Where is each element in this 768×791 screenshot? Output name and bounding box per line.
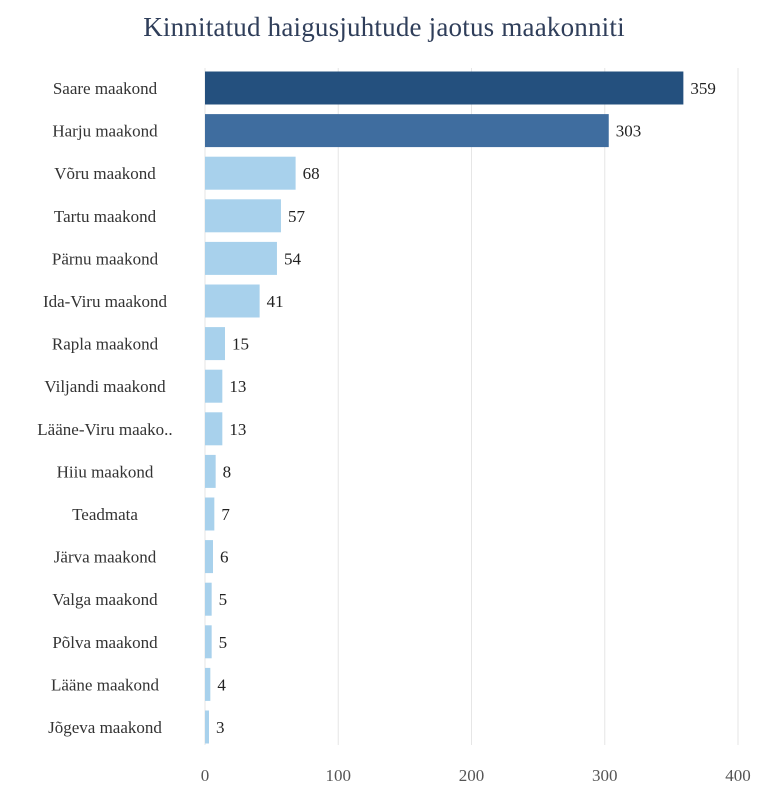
value-label: 6	[220, 548, 229, 567]
category-label: Võru maakond	[54, 164, 156, 183]
value-label: 13	[229, 377, 246, 396]
bar[interactable]	[205, 497, 215, 531]
bar[interactable]	[205, 540, 213, 574]
bar[interactable]	[205, 667, 211, 701]
bar[interactable]	[205, 454, 216, 488]
value-label: 4	[217, 675, 226, 694]
category-label: Lääne-Viru maako..	[37, 420, 172, 439]
x-tick-label: 0	[201, 766, 210, 785]
category-label: Lääne maakond	[51, 675, 160, 694]
bar[interactable]	[205, 241, 277, 275]
bar[interactable]	[205, 199, 281, 233]
bar[interactable]	[205, 369, 223, 403]
category-label: Põlva maakond	[52, 633, 158, 652]
bar[interactable]	[205, 71, 684, 105]
x-tick-label: 400	[725, 766, 751, 785]
bar[interactable]	[205, 156, 296, 190]
category-label: Jõgeva maakond	[48, 718, 162, 737]
category-label: Viljandi maakond	[44, 377, 166, 396]
bar[interactable]	[205, 114, 609, 148]
value-label: 41	[267, 292, 284, 311]
value-label: 303	[616, 122, 642, 141]
category-label: Hiiu maakond	[57, 462, 154, 481]
x-tick-label: 100	[326, 766, 352, 785]
category-label: Tartu maakond	[54, 207, 157, 226]
bar[interactable]	[205, 327, 225, 361]
value-label: 3	[216, 718, 225, 737]
bar[interactable]	[205, 625, 212, 659]
category-label: Valga maakond	[52, 590, 158, 609]
value-label: 54	[284, 249, 302, 268]
bar[interactable]	[205, 710, 209, 744]
value-label: 15	[232, 335, 249, 354]
category-label: Harju maakond	[52, 122, 158, 141]
category-label: Teadmata	[72, 505, 138, 524]
value-label: 13	[229, 420, 246, 439]
x-tick-label: 300	[592, 766, 618, 785]
value-label: 7	[221, 505, 230, 524]
value-label: 5	[219, 633, 228, 652]
x-tick-label: 200	[459, 766, 485, 785]
bar[interactable]	[205, 284, 260, 318]
bar[interactable]	[205, 412, 223, 446]
chart-title: Kinnitatud haigusjuhtude jaotus maakonni…	[143, 12, 625, 42]
value-label: 57	[288, 207, 306, 226]
bar[interactable]	[205, 582, 212, 616]
value-label: 5	[219, 590, 228, 609]
category-label: Pärnu maakond	[52, 249, 159, 268]
value-label: 68	[303, 164, 320, 183]
category-label: Saare maakond	[53, 79, 158, 98]
value-label: 359	[690, 79, 716, 98]
category-label: Ida-Viru maakond	[43, 292, 168, 311]
value-label: 8	[223, 462, 232, 481]
category-label: Rapla maakond	[52, 335, 159, 354]
category-label: Järva maakond	[54, 548, 157, 567]
